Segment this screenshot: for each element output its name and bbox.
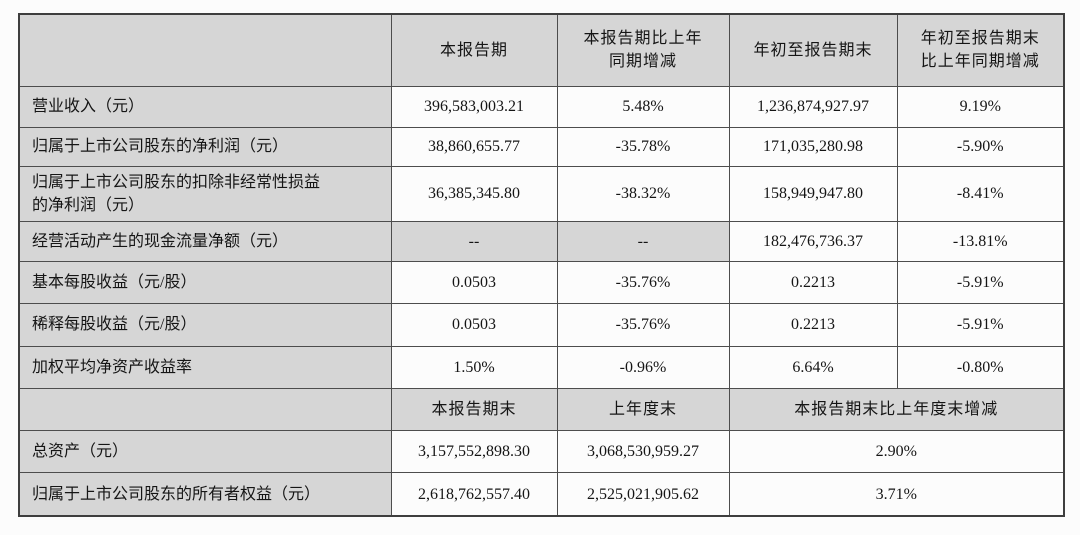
equity-label: 归属于上市公司股东的所有者权益（元）: [18, 471, 392, 517]
table-row-total-assets: 总资产（元） 3,157,552,898.30 3,068,530,959.27…: [18, 429, 1065, 473]
weighted-roe-current-yoy-value: -0.96%: [556, 345, 730, 389]
basic-eps-current-value: 0.0503: [390, 260, 558, 304]
diluted-eps-ytd-yoy-value: -5.91%: [896, 302, 1065, 347]
weighted-roe-label: 加权平均净资产收益率: [18, 345, 392, 389]
net-profit-excl-label: 归属于上市公司股东的扣除非经常性损益 的净利润（元）: [18, 165, 392, 222]
net-profit-excl-ytd-yoy-value: -8.41%: [896, 165, 1065, 222]
period-header-ytd: 年初至报告期末: [728, 13, 898, 87]
revenue-ytd-value: 1,236,874,927.97: [728, 85, 898, 128]
diluted-eps-label: 稀释每股收益（元/股）: [18, 302, 392, 347]
table-row-weighted-roe: 加权平均净资产收益率 1.50% -0.96% 6.64% -0.80%: [18, 345, 1065, 389]
period-header-corner-cell: [18, 13, 392, 87]
period-header-current-yoy: 本报告期比上年 同期增减: [556, 13, 730, 87]
cash-flow-ytd-value: 182,476,736.37: [728, 220, 898, 262]
balance-header-period-end: 本报告期末: [390, 387, 558, 431]
total-assets-prev-year-end-value: 3,068,530,959.27: [556, 429, 730, 473]
net-profit-current-value: 38,860,655.77: [390, 126, 558, 167]
equity-period-end-value: 2,618,762,557.40: [390, 471, 558, 517]
total-assets-period-end-value: 3,157,552,898.30: [390, 429, 558, 473]
equity-change-value: 3.71%: [728, 471, 1065, 517]
table-row-shareholders-equity: 归属于上市公司股东的所有者权益（元） 2,618,762,557.40 2,52…: [18, 471, 1065, 517]
table-row-basic-eps: 基本每股收益（元/股） 0.0503 -35.76% 0.2213 -5.91%: [18, 260, 1065, 304]
balance-header-row: 本报告期末 上年度末 本报告期末比上年度末增减: [18, 387, 1065, 431]
net-profit-excl-current-value: 36,385,345.80: [390, 165, 558, 222]
total-assets-label: 总资产（元）: [18, 429, 392, 473]
basic-eps-ytd-value: 0.2213: [728, 260, 898, 304]
cash-flow-label: 经营活动产生的现金流量净额（元）: [18, 220, 392, 262]
table-row-revenue: 营业收入（元） 396,583,003.21 5.48% 1,236,874,9…: [18, 85, 1065, 128]
cash-flow-ytd-yoy-value: -13.81%: [896, 220, 1065, 262]
revenue-current-value: 396,583,003.21: [390, 85, 558, 128]
table-row-operating-cash-flow: 经营活动产生的现金流量净额（元） -- -- 182,476,736.37 -1…: [18, 220, 1065, 262]
table-row-net-profit: 归属于上市公司股东的净利润（元） 38,860,655.77 -35.78% 1…: [18, 126, 1065, 167]
equity-prev-year-end-value: 2,525,021,905.62: [556, 471, 730, 517]
basic-eps-label: 基本每股收益（元/股）: [18, 260, 392, 304]
net-profit-excl-current-yoy-value: -38.32%: [556, 165, 730, 222]
financial-summary-table-container: 本报告期 本报告期比上年 同期增减 年初至报告期末 年初至报告期末 比上年同期增…: [18, 13, 1065, 518]
revenue-ytd-yoy-value: 9.19%: [896, 85, 1065, 128]
diluted-eps-current-value: 0.0503: [390, 302, 558, 347]
financial-summary-table: 本报告期 本报告期比上年 同期增减 年初至报告期末 年初至报告期末 比上年同期增…: [18, 13, 1065, 518]
table-row-diluted-eps: 稀释每股收益（元/股） 0.0503 -35.76% 0.2213 -5.91%: [18, 302, 1065, 347]
balance-header-prev-year-end: 上年度末: [556, 387, 730, 431]
revenue-current-yoy-value: 5.48%: [556, 85, 730, 128]
net-profit-ytd-yoy-value: -5.90%: [896, 126, 1065, 167]
period-header-row: 本报告期 本报告期比上年 同期增减 年初至报告期末 年初至报告期末 比上年同期增…: [18, 13, 1065, 87]
net-profit-label: 归属于上市公司股东的净利润（元）: [18, 126, 392, 167]
table-row-net-profit-excl-nonrecurring: 归属于上市公司股东的扣除非经常性损益 的净利润（元） 36,385,345.80…: [18, 165, 1065, 222]
cash-flow-current-yoy-value: --: [556, 220, 730, 262]
diluted-eps-current-yoy-value: -35.76%: [556, 302, 730, 347]
net-profit-excl-ytd-value: 158,949,947.80: [728, 165, 898, 222]
period-header-current: 本报告期: [390, 13, 558, 87]
basic-eps-ytd-yoy-value: -5.91%: [896, 260, 1065, 304]
weighted-roe-current-value: 1.50%: [390, 345, 558, 389]
net-profit-current-yoy-value: -35.78%: [556, 126, 730, 167]
net-profit-ytd-value: 171,035,280.98: [728, 126, 898, 167]
balance-header-corner-cell: [18, 387, 392, 431]
revenue-label: 营业收入（元）: [18, 85, 392, 128]
diluted-eps-ytd-value: 0.2213: [728, 302, 898, 347]
total-assets-change-value: 2.90%: [728, 429, 1065, 473]
period-header-ytd-yoy: 年初至报告期末 比上年同期增减: [896, 13, 1065, 87]
weighted-roe-ytd-value: 6.64%: [728, 345, 898, 389]
weighted-roe-ytd-yoy-value: -0.80%: [896, 345, 1065, 389]
cash-flow-current-value: --: [390, 220, 558, 262]
balance-header-change: 本报告期末比上年度末增减: [728, 387, 1065, 431]
basic-eps-current-yoy-value: -35.76%: [556, 260, 730, 304]
